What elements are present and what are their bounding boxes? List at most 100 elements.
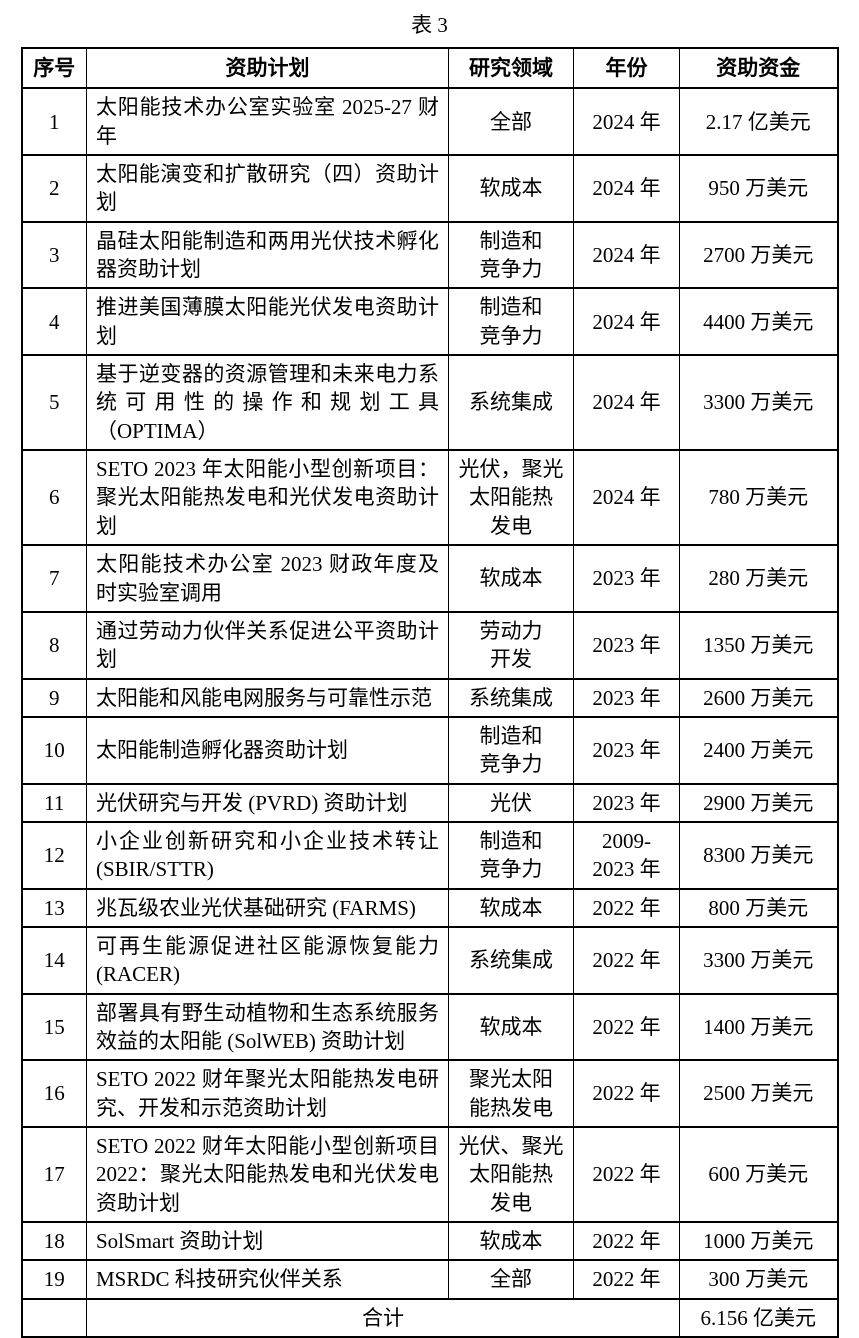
year-cell: 2024 年	[573, 354, 680, 452]
year-cell: 2023 年	[573, 677, 680, 718]
amount-cell: 3300 万美元	[679, 925, 838, 995]
amount-cell: 2400 万美元	[679, 715, 838, 785]
program-cell: SETO 2022 财年太阳能小型创新项目 2022：聚光太阳能热发电和光伏发电…	[86, 1125, 449, 1224]
amount-cell: 1000 万美元	[679, 1221, 838, 1262]
research-field-cell: 光伏、聚光 太阳能热 发电	[448, 1125, 574, 1224]
program-cell: SolSmart 资助计划	[86, 1221, 449, 1262]
research-field-cell: 全部	[448, 1259, 574, 1300]
table-row: 9 太阳能和风能电网服务与可靠性示范 系统集成 2023 年 2600 万美元	[21, 677, 838, 718]
header-year: 年份	[573, 46, 680, 90]
program-cell: SETO 2023 年太阳能小型创新项目：聚光太阳能热发电和光伏发电资助计划	[86, 449, 449, 547]
program-cell: 太阳能技术办公室 2023 财政年度及时实验室调用	[86, 544, 449, 613]
year-cell: 2023 年	[573, 610, 680, 680]
header-no: 序号	[21, 46, 87, 90]
row-number-cell: 14	[21, 925, 87, 995]
row-number-cell: 13	[21, 887, 87, 928]
header-amount: 资助资金	[679, 46, 838, 90]
amount-cell: 280 万美元	[679, 544, 838, 613]
year-cell: 2022 年	[573, 992, 680, 1062]
year-cell: 2023 年	[573, 715, 680, 785]
amount-cell: 4400 万美元	[679, 287, 838, 357]
research-field-cell: 光伏	[448, 782, 574, 823]
row-number-cell: 3	[21, 220, 87, 290]
amount-cell: 3300 万美元	[679, 354, 838, 452]
table-row: 14 可再生能源促进社区能源恢复能力 (RACER) 系统集成 2022 年 3…	[21, 925, 838, 995]
table-row: 6 SETO 2023 年太阳能小型创新项目：聚光太阳能热发电和光伏发电资助计划…	[21, 449, 838, 547]
amount-cell: 2600 万美元	[679, 677, 838, 718]
program-cell: 太阳能制造孵化器资助计划	[86, 715, 449, 785]
funding-table: 序号 资助计划 研究领域 年份 资助资金 1 太阳能技术办公室实验室 2025-…	[20, 46, 839, 1338]
amount-cell: 2.17 亿美元	[679, 87, 838, 157]
header-field: 研究领域	[448, 46, 574, 90]
year-cell: 2024 年	[573, 87, 680, 157]
header-program: 资助计划	[86, 46, 449, 90]
program-cell: 小企业创新研究和小企业技术转让 (SBIR/STTR)	[86, 820, 449, 890]
amount-cell: 800 万美元	[679, 887, 838, 928]
table-row: 10 太阳能制造孵化器资助计划 制造和 竞争力 2023 年 2400 万美元	[21, 715, 838, 785]
row-number-cell: 15	[21, 992, 87, 1062]
table-row: 12 小企业创新研究和小企业技术转让 (SBIR/STTR) 制造和 竞争力 2…	[21, 820, 838, 890]
year-cell: 2022 年	[573, 925, 680, 995]
research-field-cell: 软成本	[448, 992, 574, 1062]
table-row: 17 SETO 2022 财年太阳能小型创新项目 2022：聚光太阳能热发电和光…	[21, 1125, 838, 1224]
research-field-cell: 软成本	[448, 154, 574, 223]
row-number-cell: 5	[21, 354, 87, 452]
row-number-cell: 9	[21, 677, 87, 718]
research-field-cell: 制造和 竞争力	[448, 820, 574, 890]
table-row: 3 晶硅太阳能制造和两用光伏技术孵化器资助计划 制造和 竞争力 2024 年 2…	[21, 220, 838, 290]
research-field-cell: 系统集成	[448, 925, 574, 995]
year-cell: 2023 年	[573, 782, 680, 823]
table-row: 15 部署具有野生动植物和生态系统服务效益的太阳能 (SolWEB) 资助计划 …	[21, 992, 838, 1062]
amount-cell: 2700 万美元	[679, 220, 838, 290]
table-row: 13 兆瓦级农业光伏基础研究 (FARMS) 软成本 2022 年 800 万美…	[21, 887, 838, 928]
amount-cell: 1400 万美元	[679, 992, 838, 1062]
row-number-cell: 2	[21, 154, 87, 223]
program-cell: 通过劳动力伙伴关系促进公平资助计划	[86, 610, 449, 680]
research-field-cell: 光伏，聚光 太阳能热 发电	[448, 449, 574, 547]
total-amount-cell: 6.156 亿美元	[679, 1297, 838, 1338]
row-number-cell: 6	[21, 449, 87, 547]
research-field-cell: 系统集成	[448, 677, 574, 718]
amount-cell: 600 万美元	[679, 1125, 838, 1224]
year-cell: 2024 年	[573, 287, 680, 357]
year-cell: 2009- 2023 年	[573, 820, 680, 890]
research-field-cell: 聚光太阳 能热发电	[448, 1059, 574, 1128]
program-cell: 兆瓦级农业光伏基础研究 (FARMS)	[86, 887, 449, 928]
program-cell: 太阳能演变和扩散研究（四）资助计划	[86, 154, 449, 223]
amount-cell: 2500 万美元	[679, 1059, 838, 1128]
year-cell: 2024 年	[573, 449, 680, 547]
year-cell: 2022 年	[573, 1221, 680, 1262]
year-cell: 2024 年	[573, 154, 680, 223]
row-number-cell: 1	[21, 87, 87, 157]
amount-cell: 950 万美元	[679, 154, 838, 223]
year-cell: 2024 年	[573, 220, 680, 290]
row-number-cell: 4	[21, 287, 87, 357]
research-field-cell: 制造和 竞争力	[448, 220, 574, 290]
research-field-cell: 制造和 竞争力	[448, 715, 574, 785]
row-number-cell: 10	[21, 715, 87, 785]
row-number-cell: 8	[21, 610, 87, 680]
program-cell: 太阳能和风能电网服务与可靠性示范	[86, 677, 449, 718]
program-cell: 部署具有野生动植物和生态系统服务效益的太阳能 (SolWEB) 资助计划	[86, 992, 449, 1062]
amount-cell: 2900 万美元	[679, 782, 838, 823]
year-cell: 2022 年	[573, 1259, 680, 1300]
program-cell: MSRDC 科技研究伙伴关系	[86, 1259, 449, 1300]
row-number-cell: 7	[21, 544, 87, 613]
program-cell: 推进美国薄膜太阳能光伏发电资助计划	[86, 287, 449, 357]
research-field-cell: 软成本	[448, 887, 574, 928]
table-total-section: 合计 6.156 亿美元	[21, 1297, 838, 1338]
program-cell: 基于逆变器的资源管理和未来电力系统可用性的操作和规划工具（OPTIMA）	[86, 354, 449, 452]
amount-cell: 300 万美元	[679, 1259, 838, 1300]
total-row: 合计 6.156 亿美元	[21, 1297, 838, 1338]
table-row: 8 通过劳动力伙伴关系促进公平资助计划 劳动力 开发 2023 年 1350 万…	[21, 610, 838, 680]
table-row: 16 SETO 2022 财年聚光太阳能热发电研究、开发和示范资助计划 聚光太阳…	[21, 1059, 838, 1128]
table-title: 表 3	[411, 13, 448, 37]
year-cell: 2023 年	[573, 544, 680, 613]
year-cell: 2022 年	[573, 887, 680, 928]
table-row: 1 太阳能技术办公室实验室 2025-27 财年 全部 2024 年 2.17 …	[21, 87, 838, 157]
research-field-cell: 软成本	[448, 544, 574, 613]
total-empty-cell	[21, 1297, 87, 1338]
row-number-cell: 11	[21, 782, 87, 823]
program-cell: 晶硅太阳能制造和两用光伏技术孵化器资助计划	[86, 220, 449, 290]
